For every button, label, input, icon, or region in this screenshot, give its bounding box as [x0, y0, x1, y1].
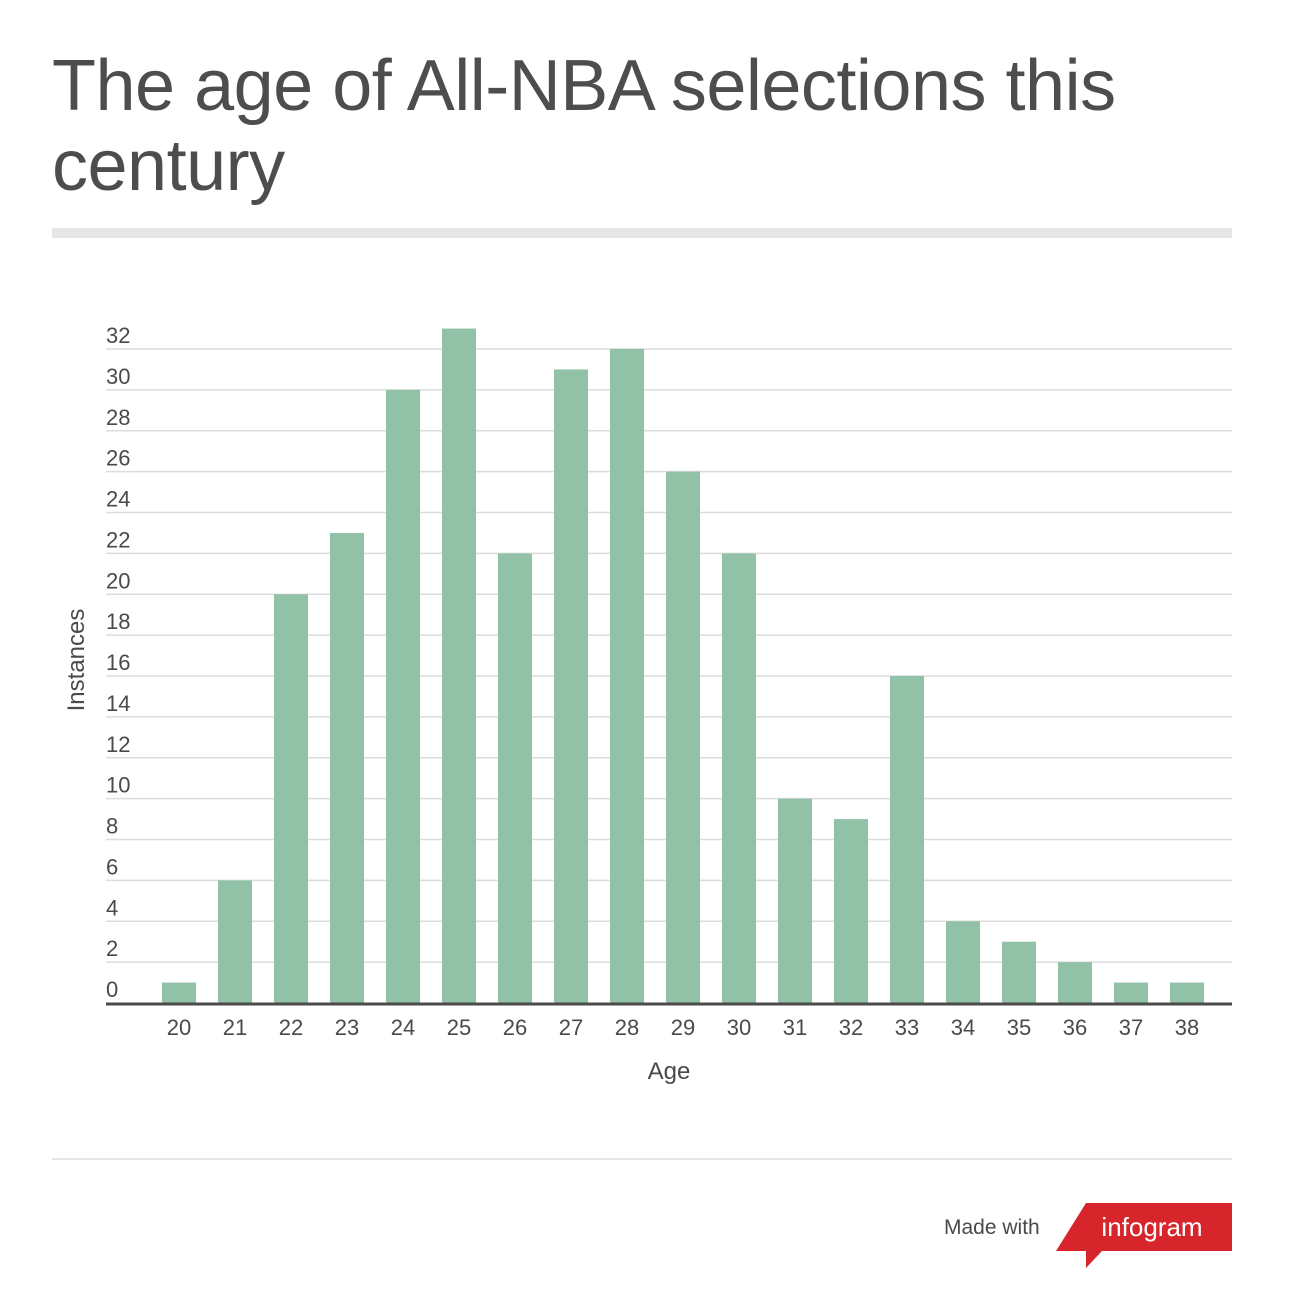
y-tick-label: 10: [106, 773, 130, 798]
bar-age-34: [946, 921, 980, 1003]
y-tick-label: 32: [106, 323, 130, 348]
x-tick-label: 21: [223, 1015, 247, 1040]
x-axis-ticks: 20 21 22 23 24 25 26 27 28 29 30 31 32 33 34 35 36 37 38: [167, 1015, 1199, 1040]
y-tick-label: 4: [106, 895, 118, 920]
y-tick-label: 6: [106, 854, 118, 879]
x-tick-label: 31: [783, 1015, 807, 1040]
y-tick-label: 20: [106, 568, 130, 593]
x-tick-label: 23: [335, 1015, 359, 1040]
bar-age-25: [442, 328, 476, 1003]
y-tick-label: 24: [106, 487, 130, 512]
x-tick-label: 37: [1119, 1015, 1143, 1040]
y-tick-label: 22: [106, 527, 130, 552]
x-tick-label: 20: [167, 1015, 191, 1040]
x-tick-label: 26: [503, 1015, 527, 1040]
y-tick-label: 28: [106, 405, 130, 430]
bar-age-30: [722, 553, 756, 1003]
bar-age-38: [1170, 982, 1204, 1003]
y-tick-label: 12: [106, 732, 130, 757]
y-tick-label: 18: [106, 609, 130, 634]
bar-age-24: [386, 389, 420, 1003]
bar-age-33: [890, 676, 924, 1003]
y-tick-label: 8: [106, 814, 118, 839]
brand-name: infogram: [1101, 1212, 1202, 1242]
bar-age-36: [1058, 962, 1092, 1003]
bar-age-37: [1114, 982, 1148, 1003]
x-tick-label: 25: [447, 1015, 471, 1040]
x-tick-label: 22: [279, 1015, 303, 1040]
x-tick-label: 30: [727, 1015, 751, 1040]
footer-divider: [52, 1158, 1232, 1160]
x-tick-label: 34: [951, 1015, 975, 1040]
bar-age-21: [218, 880, 252, 1003]
bar-age-23: [330, 532, 364, 1003]
x-axis-label: Age: [648, 1058, 691, 1085]
y-tick-label: 14: [106, 691, 130, 716]
x-tick-label: 35: [1007, 1015, 1031, 1040]
title-divider: [52, 228, 1232, 238]
y-tick-label: 26: [106, 446, 130, 471]
x-tick-label: 36: [1063, 1015, 1087, 1040]
x-tick-label: 38: [1175, 1015, 1199, 1040]
bar-age-27: [554, 369, 588, 1003]
bar-age-26: [498, 553, 532, 1003]
bar-age-29: [666, 471, 700, 1003]
y-tick-label: 30: [106, 364, 130, 389]
made-with-label: Made with: [944, 1216, 1040, 1239]
infogram-logo[interactable]: infogram: [1056, 1203, 1232, 1271]
bars: [162, 328, 1204, 1003]
bar-age-20: [162, 982, 196, 1003]
y-tick-label: 0: [106, 977, 118, 1002]
x-tick-label: 33: [895, 1015, 919, 1040]
x-tick-label: 27: [559, 1015, 583, 1040]
bar-age-35: [1002, 941, 1036, 1003]
bar-age-22: [274, 594, 308, 1003]
x-tick-label: 29: [671, 1015, 695, 1040]
bar-age-32: [834, 819, 868, 1003]
brand-badge-shape: [1056, 1203, 1232, 1268]
x-tick-label: 28: [615, 1015, 639, 1040]
x-tick-label: 32: [839, 1015, 863, 1040]
y-tick-label: 2: [106, 936, 118, 961]
chart-title: The age of All-NBA selections this centu…: [52, 46, 1116, 206]
x-tick-label: 24: [391, 1015, 415, 1040]
y-axis-label: Instances: [63, 609, 90, 712]
bar-age-31: [778, 798, 812, 1003]
bar-age-28: [610, 349, 644, 1003]
y-tick-label: 16: [106, 650, 130, 675]
